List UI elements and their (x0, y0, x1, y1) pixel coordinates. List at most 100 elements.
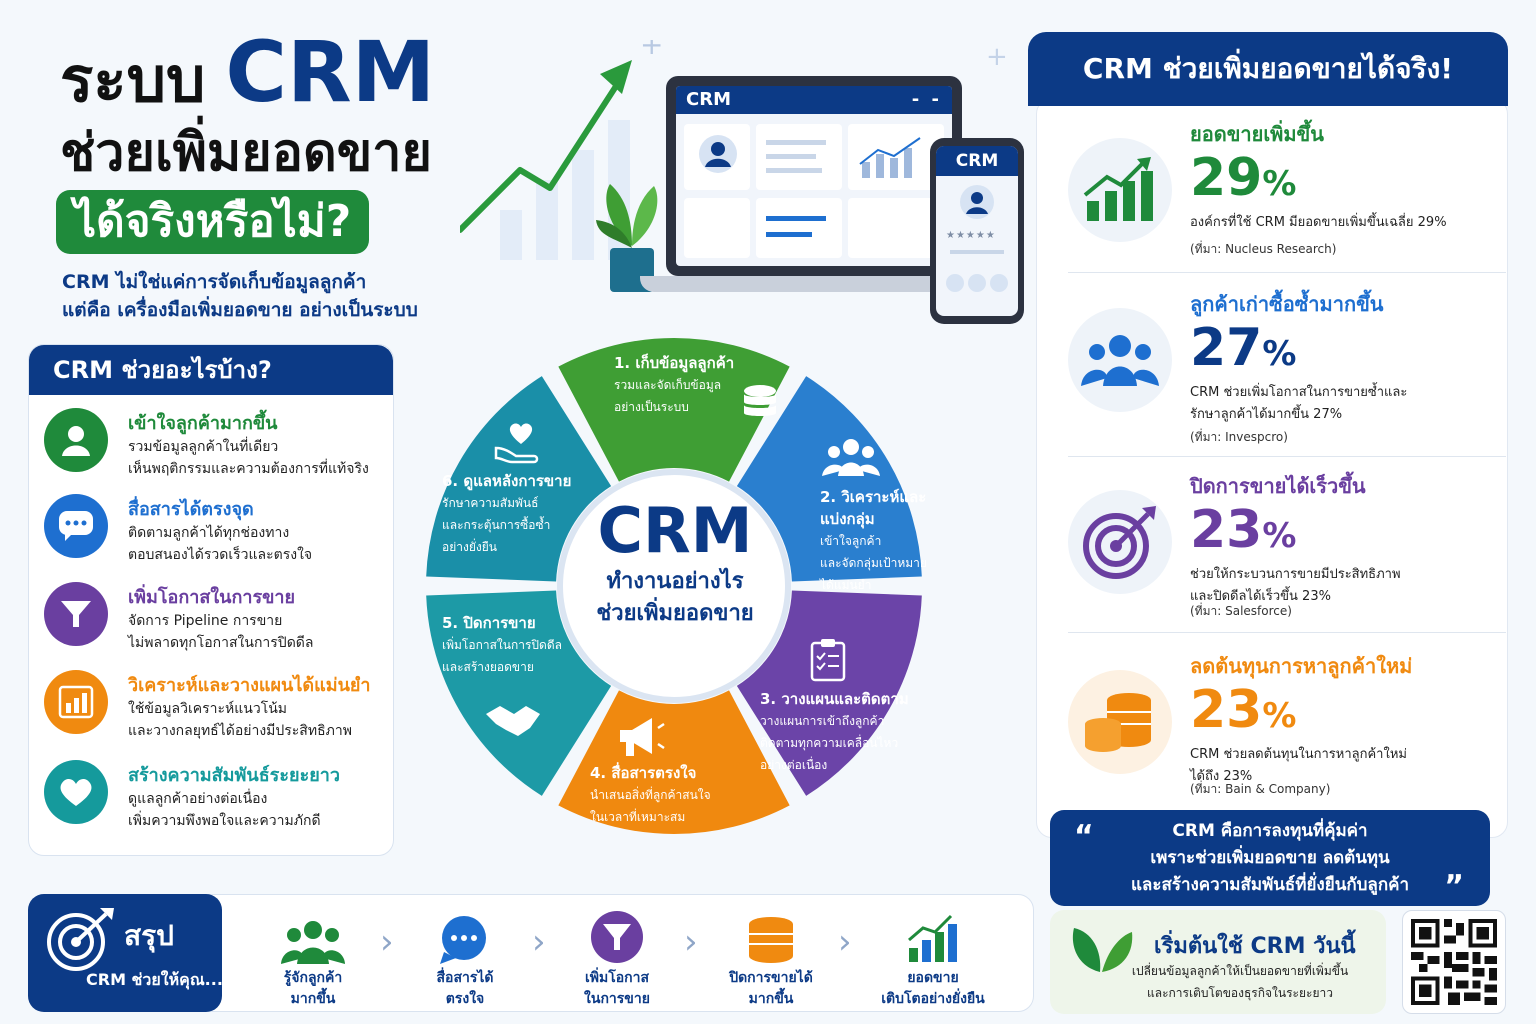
divider (1068, 272, 1506, 273)
quote-box: “ CRM คือการลงทุนที่คุ้มค่า เพราะช่วยเพิ… (1050, 810, 1490, 906)
summary-title: สรุป (124, 919, 174, 952)
wheel-center: CRM ทำงานอย่างไร ช่วยเพิ่มยอดขาย (570, 496, 780, 630)
svg-text:+: + (640, 40, 663, 61)
stat-number: 23 (1190, 680, 1263, 740)
stat-desc: CRM ช่วยเพิ่มโอกาสในการขายซ้ำและ รักษาลู… (1190, 382, 1407, 426)
wheel-center-line1: ทำงานอย่างไร (606, 569, 744, 594)
wheel-segment-1-label: 1. เก็บข้อมูลลูกค้า รวมและจัดเก็บข้อมูล … (614, 352, 734, 418)
summary-head: สรุป CRM ช่วยให้คุณ... (28, 894, 223, 1012)
wheel-segment-line: ในเวลาที่เหมาะสม (590, 810, 686, 824)
target-icon (1068, 490, 1172, 594)
subtitle-line2: แต่คือ เครื่องมือเพิ่มยอดขาย อย่างเป็นระ… (62, 299, 418, 321)
stat-desc-line1: องค์กรที่ใช้ CRM มียอดขายเพิ่มขึ้นเฉลี่ย… (1190, 215, 1447, 230)
stat-value: 27% (1190, 316, 1296, 386)
feature-desc-line2: เพิ่มความพึงพอใจและความภักดี (128, 813, 321, 829)
qr-code-icon[interactable] (1402, 910, 1506, 1014)
feature-title: เข้าใจลูกค้ามากขึ้น (128, 413, 278, 434)
stat-source: (ที่มา: Invespcro) (1190, 430, 1288, 444)
summary-step-line2: มากขึ้น (290, 991, 336, 1007)
feature-desc-line1: รวมข้อมูลลูกค้าในที่เดียว (128, 439, 279, 455)
stat-title: ปิดการขายได้เร็วขึ้น (1190, 474, 1366, 498)
funnel-icon (44, 582, 108, 646)
stat-unit: % (1262, 516, 1297, 556)
wheel-segment-2 (736, 376, 922, 582)
wheel-segment-6 (426, 376, 612, 582)
summary-step-3: เพิ่มโอกาส ในการขาย (552, 906, 682, 1010)
wheel-segment-title: 2. วิเคราะห์และ (820, 488, 927, 506)
wheel-segment-line: เข้าใจลูกค้า (820, 534, 882, 548)
stat-acquisition-cost: ลดต้นทุนการหาลูกค้าใหม่ 23% CRM ช่วยลดต้… (1068, 650, 1506, 810)
feature-desc-line1: ดูแลลูกค้าอย่างต่อเนื่อง (128, 791, 268, 807)
feature-desc-line1: ใช้ข้อมูลวิเคราะห์แนวโน้ม (128, 701, 288, 717)
stat-value: 23% (1190, 498, 1296, 568)
stat-desc-line1: CRM ช่วยเพิ่มโอกาสในการขายซ้ำและ (1190, 385, 1408, 400)
stat-title: ยอดขายเพิ่มขึ้น (1190, 122, 1324, 146)
summary-step-line1: ยอดขาย (907, 970, 959, 986)
mail-icon (968, 274, 986, 292)
feature-title: วิเคราะห์และวางแผนได้แม่นยำ (128, 675, 371, 696)
subtitle: CRM ไม่ใช่แค่การจัดเก็บข้อมูลลูกค้า แต่ค… (62, 268, 418, 324)
wheel-segment-5-label: 5. ปิดการขาย เพิ่มโอกาสในการปิดดีล และสร… (442, 612, 562, 678)
summary-step-label: ปิดการขายได้ มากขึ้น (706, 968, 836, 1010)
summary-step-line2: มากขึ้น (748, 991, 794, 1007)
database-icon (744, 385, 776, 416)
summary-step-line1: เพิ่มโอกาส (584, 970, 650, 986)
stat-desc-line2: รักษาลูกค้าได้มากขึ้น 27% (1190, 407, 1343, 422)
sparkle-plus-icon: + (986, 42, 1008, 72)
stat-title: ลดต้นทุนการหาลูกค้าใหม่ (1190, 654, 1413, 678)
cta-box: เริ่มต้นใช้ CRM วันนี้ เปลี่ยนข้อมูลลูกค… (1050, 910, 1386, 1014)
title-brand: CRM (225, 23, 436, 121)
leaf-icon (1072, 928, 1133, 972)
stat-source: (ที่มา: Bain & Company) (1190, 782, 1331, 796)
feature-title: เพิ่มโอกาสในการขาย (128, 587, 296, 608)
stat-close-faster: ปิดการขายได้เร็วขึ้น 23% ช่วยให้กระบวนกา… (1068, 470, 1506, 632)
coins-stack-icon (1068, 670, 1172, 774)
feature-desc-line2: และวางกลยุทธ์ได้อย่างมีประสิทธิภาพ (128, 723, 352, 739)
wheel-segment-1 (558, 338, 790, 482)
feature-desc: ใช้ข้อมูลวิเคราะห์แนวโน้ม และวางกลยุทธ์ไ… (128, 698, 352, 742)
wheel-segment-title: 1. เก็บข้อมูลลูกค้า (614, 354, 735, 372)
stat-title: ลูกค้าเก่าซื้อซ้ำมากขึ้น (1190, 292, 1384, 316)
stat-number: 29 (1190, 148, 1263, 208)
quote-line2: เพราะช่วยเพิ่มยอดขาย ลดต้นทุน (1150, 848, 1390, 868)
wheel-segment-title: 5. ปิดการขาย (442, 614, 536, 632)
customers-group-icon (1068, 308, 1172, 412)
wheel-segment-line: ติดตามทุกความเคลื่อนไหว (760, 736, 899, 750)
heart-icon (44, 760, 108, 824)
chevron-right-icon: › (380, 922, 394, 962)
stat-desc: CRM ช่วยลดต้นทุนในการหาลูกค้าใหม่ ได้ถึง… (1190, 744, 1407, 788)
phone-crm-label: CRM (936, 146, 1018, 176)
cta-title: เริ่มต้นใช้ CRM วันนี้ (1154, 934, 1356, 959)
stat-desc-line2: และปิดดีลได้เร็วขึ้น 23% (1190, 589, 1331, 604)
wheel-segment-title: 6. ดูแลหลังการขาย (442, 472, 572, 490)
summary-step-line2: ตรงใจ (445, 991, 485, 1007)
feature-item-communicate: สื่อสารได้ตรงจุด ติดตามลูกค้าได้ทุกช่องท… (44, 494, 384, 574)
feature-desc-line2: ไม่พลาดทุกโอกาสในการปิดดีล (128, 635, 314, 651)
feature-desc: จัดการ Pipeline การขาย ไม่พลาดทุกโอกาสใน… (128, 610, 313, 654)
wheel-segment-line: เพิ่มโอกาสในการปิดดีล (442, 638, 562, 652)
cta-desc: เปลี่ยนข้อมูลลูกค้าให้เป็นยอดขายที่เพิ่ม… (1100, 960, 1380, 1004)
feature-desc-line1: ติดตามลูกค้าได้ทุกช่องทาง (128, 525, 290, 541)
stats-card-title: CRM ช่วยเพิ่มยอดขายได้จริง! (1028, 32, 1508, 106)
mini-chart-icon (859, 137, 921, 178)
laptop-base (640, 276, 988, 292)
feature-item-opportunity: เพิ่มโอกาสในการขาย จัดการ Pipeline การขา… (44, 582, 384, 662)
summary-step-label: เพิ่มโอกาส ในการขาย (552, 968, 682, 1010)
feature-desc: ดูแลลูกค้าอย่างต่อเนื่อง เพิ่มความพึงพอใ… (128, 788, 321, 832)
growth-bar-chart-icon (1068, 138, 1172, 242)
wheel-segment-line: อย่างเป็นระบบ (614, 400, 689, 414)
summary-subtitle: CRM ช่วยให้คุณ... (86, 970, 223, 989)
wheel-segment-line: รวมและจัดเก็บข้อมูล (614, 378, 722, 392)
chevron-right-icon: › (838, 922, 852, 962)
profile-avatar-icon (699, 135, 737, 173)
feature-title: สื่อสารได้ตรงจุด (128, 499, 254, 520)
feature-desc-line2: เห็นพฤติกรรมและความต้องการที่แท้จริง (128, 461, 369, 477)
message-icon (990, 274, 1008, 292)
stat-source: (ที่มา: Salesforce) (1190, 604, 1292, 618)
stat-number: 27 (1190, 318, 1263, 378)
features-card-title: CRM ช่วยอะไรบ้าง? (29, 345, 393, 395)
wheel-segment-line: และกระตุ้นการซื้อซ้ำ (442, 518, 551, 532)
handshake-icon (486, 706, 540, 736)
summary-step-1: รู้จักลูกค้า มากขึ้น (248, 906, 378, 1010)
stat-unit: % (1262, 334, 1297, 374)
